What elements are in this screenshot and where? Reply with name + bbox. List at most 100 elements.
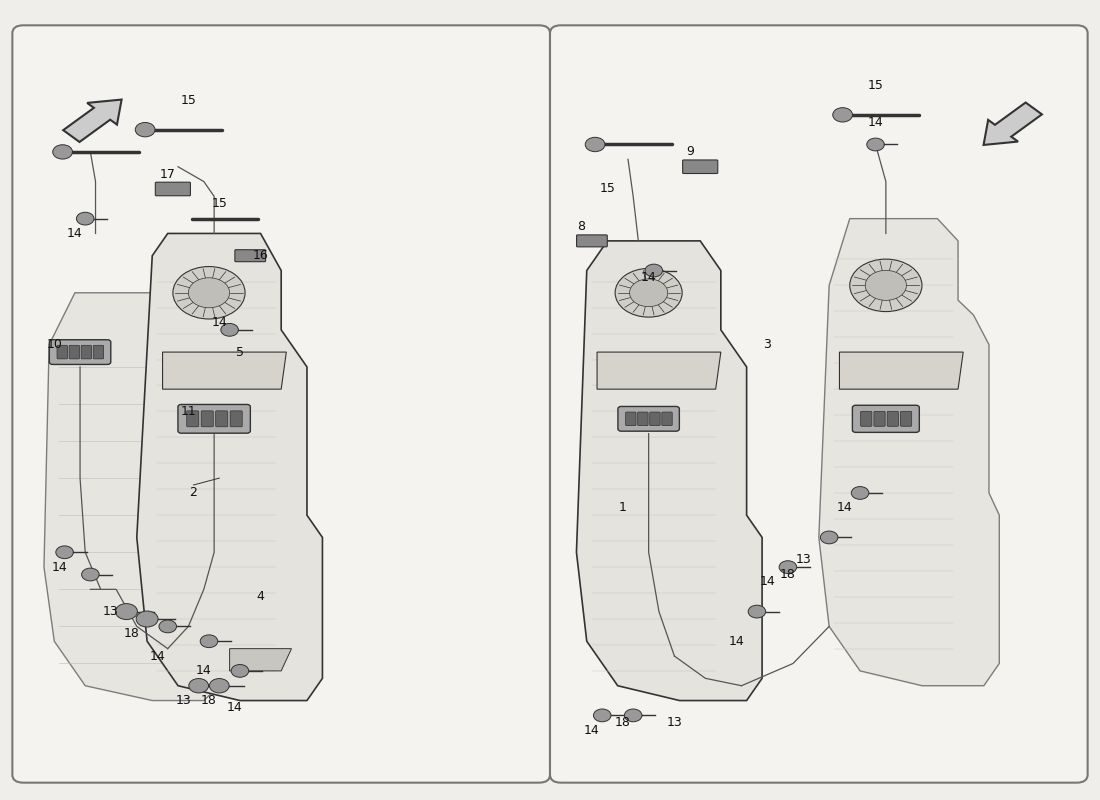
FancyBboxPatch shape (550, 26, 1088, 782)
Circle shape (158, 620, 176, 633)
FancyBboxPatch shape (852, 406, 920, 432)
FancyBboxPatch shape (81, 346, 91, 359)
Text: 14: 14 (759, 575, 775, 589)
Polygon shape (576, 241, 762, 701)
Circle shape (748, 606, 766, 618)
Text: 13: 13 (667, 716, 682, 730)
Circle shape (593, 709, 611, 722)
Polygon shape (983, 102, 1042, 145)
Circle shape (209, 678, 229, 693)
Text: 4: 4 (256, 590, 264, 603)
Circle shape (833, 108, 853, 122)
FancyBboxPatch shape (888, 411, 899, 426)
FancyBboxPatch shape (683, 160, 718, 174)
Polygon shape (230, 649, 292, 671)
Text: 18: 18 (201, 694, 217, 707)
Text: 2: 2 (189, 486, 197, 499)
FancyBboxPatch shape (12, 26, 550, 782)
Text: 14: 14 (52, 561, 67, 574)
Text: 15: 15 (600, 182, 615, 195)
FancyBboxPatch shape (901, 411, 912, 426)
FancyBboxPatch shape (576, 235, 607, 247)
Text: 15: 15 (868, 78, 883, 92)
Text: 14: 14 (211, 316, 228, 329)
Circle shape (850, 259, 922, 311)
Circle shape (585, 138, 605, 152)
Circle shape (851, 486, 869, 499)
Text: 11: 11 (180, 405, 196, 418)
FancyBboxPatch shape (235, 250, 265, 262)
Circle shape (779, 561, 796, 574)
FancyBboxPatch shape (873, 411, 886, 426)
Circle shape (615, 269, 682, 317)
Circle shape (56, 546, 74, 558)
Text: 1: 1 (619, 502, 627, 514)
Circle shape (625, 709, 642, 722)
FancyBboxPatch shape (230, 411, 242, 426)
Polygon shape (63, 99, 122, 142)
Text: 17: 17 (160, 168, 176, 181)
FancyBboxPatch shape (860, 411, 872, 426)
FancyBboxPatch shape (638, 412, 648, 426)
FancyBboxPatch shape (216, 411, 228, 426)
Text: 16: 16 (253, 250, 268, 262)
Circle shape (200, 635, 218, 648)
Circle shape (188, 278, 230, 308)
Text: 14: 14 (67, 227, 82, 240)
Text: 10: 10 (46, 338, 63, 351)
Text: 8: 8 (578, 219, 585, 233)
Text: 14: 14 (728, 634, 745, 648)
Circle shape (189, 678, 209, 693)
Circle shape (135, 122, 155, 137)
FancyBboxPatch shape (69, 346, 79, 359)
FancyBboxPatch shape (618, 406, 680, 431)
Text: 13: 13 (175, 694, 191, 707)
Text: 18: 18 (780, 568, 795, 581)
Circle shape (629, 279, 668, 306)
Circle shape (821, 531, 838, 544)
FancyBboxPatch shape (201, 411, 213, 426)
Circle shape (76, 212, 94, 225)
Polygon shape (163, 352, 286, 389)
Text: 14: 14 (868, 116, 883, 129)
Circle shape (53, 145, 73, 159)
Circle shape (221, 323, 239, 336)
Circle shape (645, 264, 662, 277)
Polygon shape (597, 352, 720, 389)
Text: 18: 18 (123, 627, 140, 640)
Polygon shape (136, 234, 322, 701)
FancyBboxPatch shape (57, 346, 67, 359)
Polygon shape (818, 218, 999, 686)
Text: 9: 9 (686, 146, 694, 158)
FancyBboxPatch shape (155, 182, 190, 196)
FancyBboxPatch shape (187, 411, 199, 426)
Circle shape (866, 270, 906, 300)
Circle shape (867, 138, 884, 151)
Polygon shape (839, 352, 964, 389)
Text: 14: 14 (837, 502, 852, 514)
FancyBboxPatch shape (662, 412, 672, 426)
Text: 5: 5 (235, 346, 244, 358)
Text: 3: 3 (763, 338, 771, 351)
FancyBboxPatch shape (626, 412, 636, 426)
Circle shape (81, 568, 99, 581)
Text: 18: 18 (615, 716, 630, 730)
FancyBboxPatch shape (650, 412, 660, 426)
Circle shape (231, 665, 249, 678)
Text: 15: 15 (211, 198, 228, 210)
Text: 13: 13 (795, 553, 811, 566)
Circle shape (136, 611, 158, 627)
Text: 13: 13 (103, 605, 119, 618)
FancyBboxPatch shape (50, 340, 111, 365)
Text: 14: 14 (227, 702, 243, 714)
Text: 15: 15 (180, 94, 196, 106)
FancyBboxPatch shape (178, 405, 251, 433)
Polygon shape (44, 293, 219, 701)
Circle shape (173, 266, 245, 319)
Text: 14: 14 (584, 724, 600, 737)
Text: 14: 14 (150, 650, 165, 662)
Circle shape (116, 604, 138, 619)
Text: 14: 14 (196, 664, 211, 678)
Text: 14: 14 (641, 271, 657, 285)
FancyBboxPatch shape (94, 346, 103, 359)
